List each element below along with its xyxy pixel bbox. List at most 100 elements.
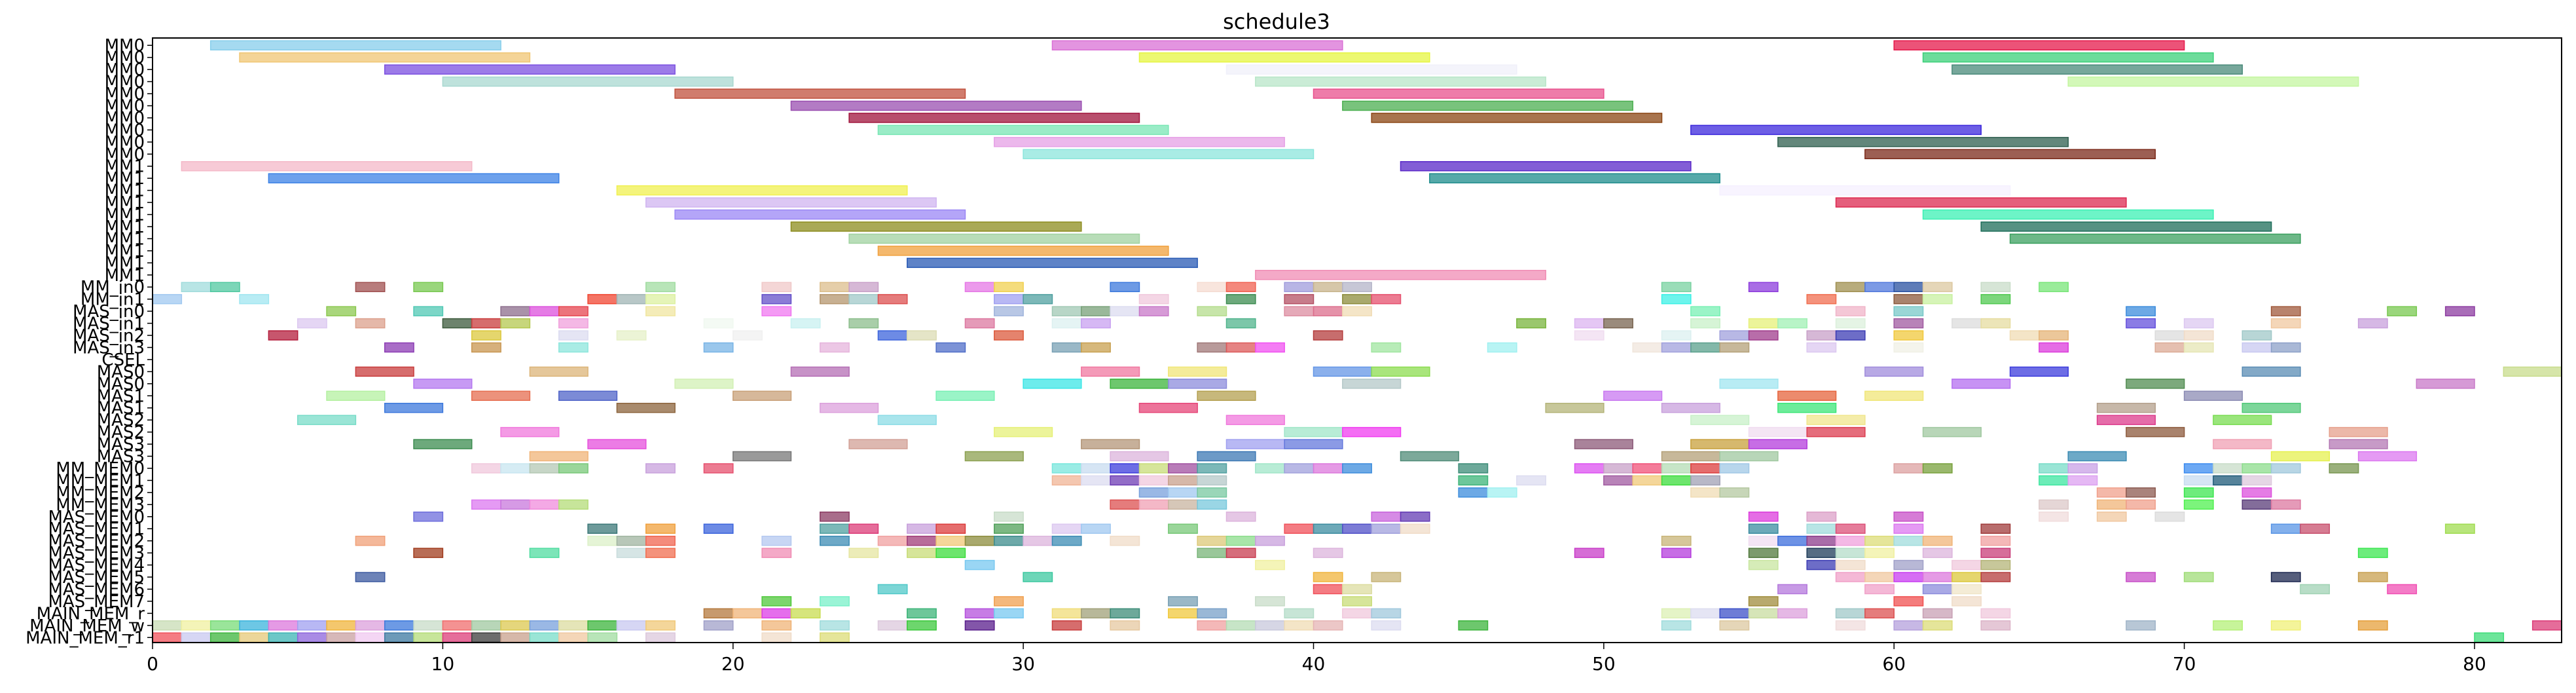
task-bar bbox=[965, 609, 994, 618]
task-bar bbox=[1284, 524, 1313, 533]
task-bar bbox=[1546, 403, 1604, 413]
task-bar bbox=[1865, 609, 1894, 618]
task-bar bbox=[268, 174, 558, 183]
task-bar bbox=[1343, 101, 1633, 110]
task-bar bbox=[820, 282, 849, 291]
task-bar bbox=[588, 440, 646, 449]
x-tick-label: 40 bbox=[1302, 653, 1326, 675]
task-bar bbox=[1749, 536, 1778, 546]
task-bar bbox=[153, 621, 181, 630]
task-bar bbox=[2126, 488, 2155, 497]
task-bar bbox=[1169, 464, 1197, 473]
task-bar bbox=[878, 536, 907, 546]
task-bar bbox=[1110, 609, 1139, 618]
task-bar bbox=[153, 633, 181, 642]
task-bar bbox=[1662, 548, 1691, 557]
task-bar bbox=[1284, 440, 1343, 449]
task-bar bbox=[1836, 572, 1865, 582]
task-bar bbox=[1110, 307, 1139, 316]
task-bar bbox=[1952, 561, 1981, 570]
task-bar bbox=[2126, 428, 2185, 437]
x-tick-label: 0 bbox=[147, 653, 158, 675]
task-bar bbox=[1110, 500, 1139, 509]
task-bar bbox=[791, 609, 820, 618]
task-bar bbox=[268, 621, 297, 630]
task-bar bbox=[1865, 584, 1894, 593]
task-bar bbox=[1226, 440, 1284, 449]
task-bar bbox=[1923, 621, 1952, 630]
task-bar bbox=[646, 633, 675, 642]
task-bar bbox=[1284, 609, 1313, 618]
task-bar bbox=[1023, 536, 1052, 546]
task-bar bbox=[240, 53, 530, 62]
task-bar bbox=[1313, 367, 1371, 376]
chart-title: schedule3 bbox=[1223, 9, 1330, 34]
task-bar bbox=[1662, 621, 1691, 630]
task-bar bbox=[907, 258, 1197, 267]
task-bar bbox=[1313, 621, 1342, 630]
task-bar bbox=[1052, 536, 1081, 546]
task-bar bbox=[1836, 331, 1865, 340]
task-bar bbox=[1023, 149, 1313, 159]
task-bar bbox=[1110, 536, 1139, 546]
task-bar bbox=[1865, 572, 1894, 582]
task-bar bbox=[849, 440, 907, 449]
task-bar bbox=[2213, 476, 2242, 485]
task-bar bbox=[1081, 524, 1110, 533]
task-bar bbox=[1371, 295, 1400, 304]
task-bar bbox=[1371, 343, 1400, 352]
task-bar bbox=[1836, 536, 1865, 546]
task-bar bbox=[2185, 488, 2213, 497]
task-bar bbox=[965, 561, 994, 570]
task-bar bbox=[1865, 149, 2155, 159]
task-bar bbox=[1836, 621, 1865, 630]
task-bar bbox=[181, 633, 210, 642]
task-bar bbox=[646, 621, 675, 630]
task-bar bbox=[675, 89, 965, 98]
task-bar bbox=[588, 633, 617, 642]
task-bar bbox=[472, 343, 501, 352]
task-bar bbox=[1371, 572, 1400, 582]
task-bar bbox=[1575, 548, 1604, 557]
task-bar bbox=[1052, 524, 1081, 533]
task-bar bbox=[1981, 282, 2010, 291]
task-bar bbox=[1720, 452, 1778, 461]
x-tick-label: 20 bbox=[721, 653, 745, 675]
task-bar bbox=[385, 343, 414, 352]
task-bar bbox=[355, 367, 414, 376]
task-bar bbox=[1226, 295, 1255, 304]
task-bar bbox=[2272, 307, 2300, 316]
task-bar bbox=[1952, 379, 2010, 388]
task-bar bbox=[1662, 343, 1691, 352]
task-bar bbox=[2213, 415, 2272, 424]
task-bar bbox=[1575, 319, 1604, 328]
task-bar bbox=[820, 403, 879, 413]
task-bar bbox=[443, 319, 471, 328]
task-bar bbox=[1952, 597, 1981, 606]
task-bar bbox=[1313, 282, 1342, 291]
task-bar bbox=[1807, 536, 1836, 546]
task-bar bbox=[1052, 307, 1081, 316]
task-bar bbox=[2416, 379, 2475, 388]
task-bar bbox=[1807, 548, 1836, 557]
task-bar bbox=[530, 633, 558, 642]
task-bar bbox=[1894, 307, 1923, 316]
task-bar bbox=[1081, 319, 1110, 328]
task-bar bbox=[994, 331, 1023, 340]
task-bar bbox=[1894, 512, 1923, 521]
task-bar bbox=[2242, 500, 2271, 509]
x-tick-label: 60 bbox=[1882, 653, 1906, 675]
task-bar bbox=[2242, 331, 2271, 340]
task-bar bbox=[1981, 319, 2010, 328]
task-bar bbox=[907, 331, 936, 340]
task-bar bbox=[1865, 282, 1894, 291]
task-bar bbox=[1894, 282, 1923, 291]
task-bar bbox=[733, 452, 791, 461]
task-bar bbox=[1691, 609, 1720, 618]
task-bar bbox=[181, 162, 471, 171]
task-bar bbox=[2039, 282, 2068, 291]
task-bar bbox=[327, 621, 355, 630]
task-bar bbox=[1952, 65, 2242, 74]
task-bar bbox=[1865, 548, 1894, 557]
task-bar bbox=[2039, 476, 2068, 485]
